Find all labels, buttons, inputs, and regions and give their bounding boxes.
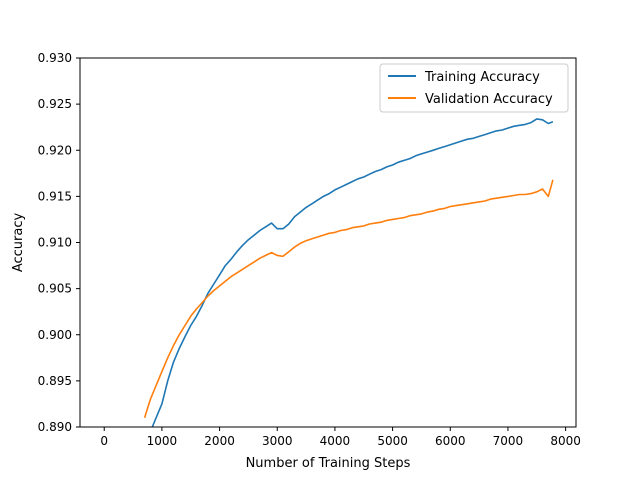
y-tick-label: 0.905 [38, 282, 72, 296]
x-tick-label: 7000 [493, 434, 524, 448]
x-axis: 0 1000 2000 3000 4000 5000 6000 7000 8000 [100, 427, 581, 448]
legend-label-training: Training Accuracy [424, 70, 540, 85]
series-layer [143, 118, 554, 427]
x-tick-label: 0 [100, 434, 108, 448]
y-tick-label: 0.920 [38, 143, 72, 157]
legend: Training Accuracy Validation Accuracy [379, 63, 569, 113]
x-tick-label: 1000 [147, 434, 178, 448]
x-tick-label: 4000 [320, 434, 351, 448]
x-tick-label: 8000 [550, 434, 581, 448]
x-tick-label: 2000 [204, 434, 235, 448]
y-axis-label: Accuracy [11, 213, 26, 273]
y-tick-label: 0.900 [38, 328, 72, 342]
legend-label-validation: Validation Accuracy [425, 92, 553, 107]
x-axis-label: Number of Training Steps [246, 456, 411, 471]
series-line-validation [143, 179, 554, 419]
y-tick-label: 0.890 [38, 420, 72, 434]
x-tick-label: 3000 [262, 434, 293, 448]
x-tick-label: 5000 [377, 434, 408, 448]
x-tick-label: 6000 [435, 434, 466, 448]
series-line-training [151, 118, 554, 427]
y-tick-label: 0.915 [38, 189, 72, 203]
y-axis: 0.890 0.895 0.900 0.905 0.910 0.915 0.920 0.925… [38, 51, 80, 434]
y-tick-label: 0.910 [38, 236, 72, 250]
y-tick-label: 0.895 [38, 374, 72, 388]
legend-box [379, 63, 569, 113]
y-tick-label: 0.930 [38, 51, 72, 65]
y-tick-label: 0.925 [38, 97, 72, 111]
